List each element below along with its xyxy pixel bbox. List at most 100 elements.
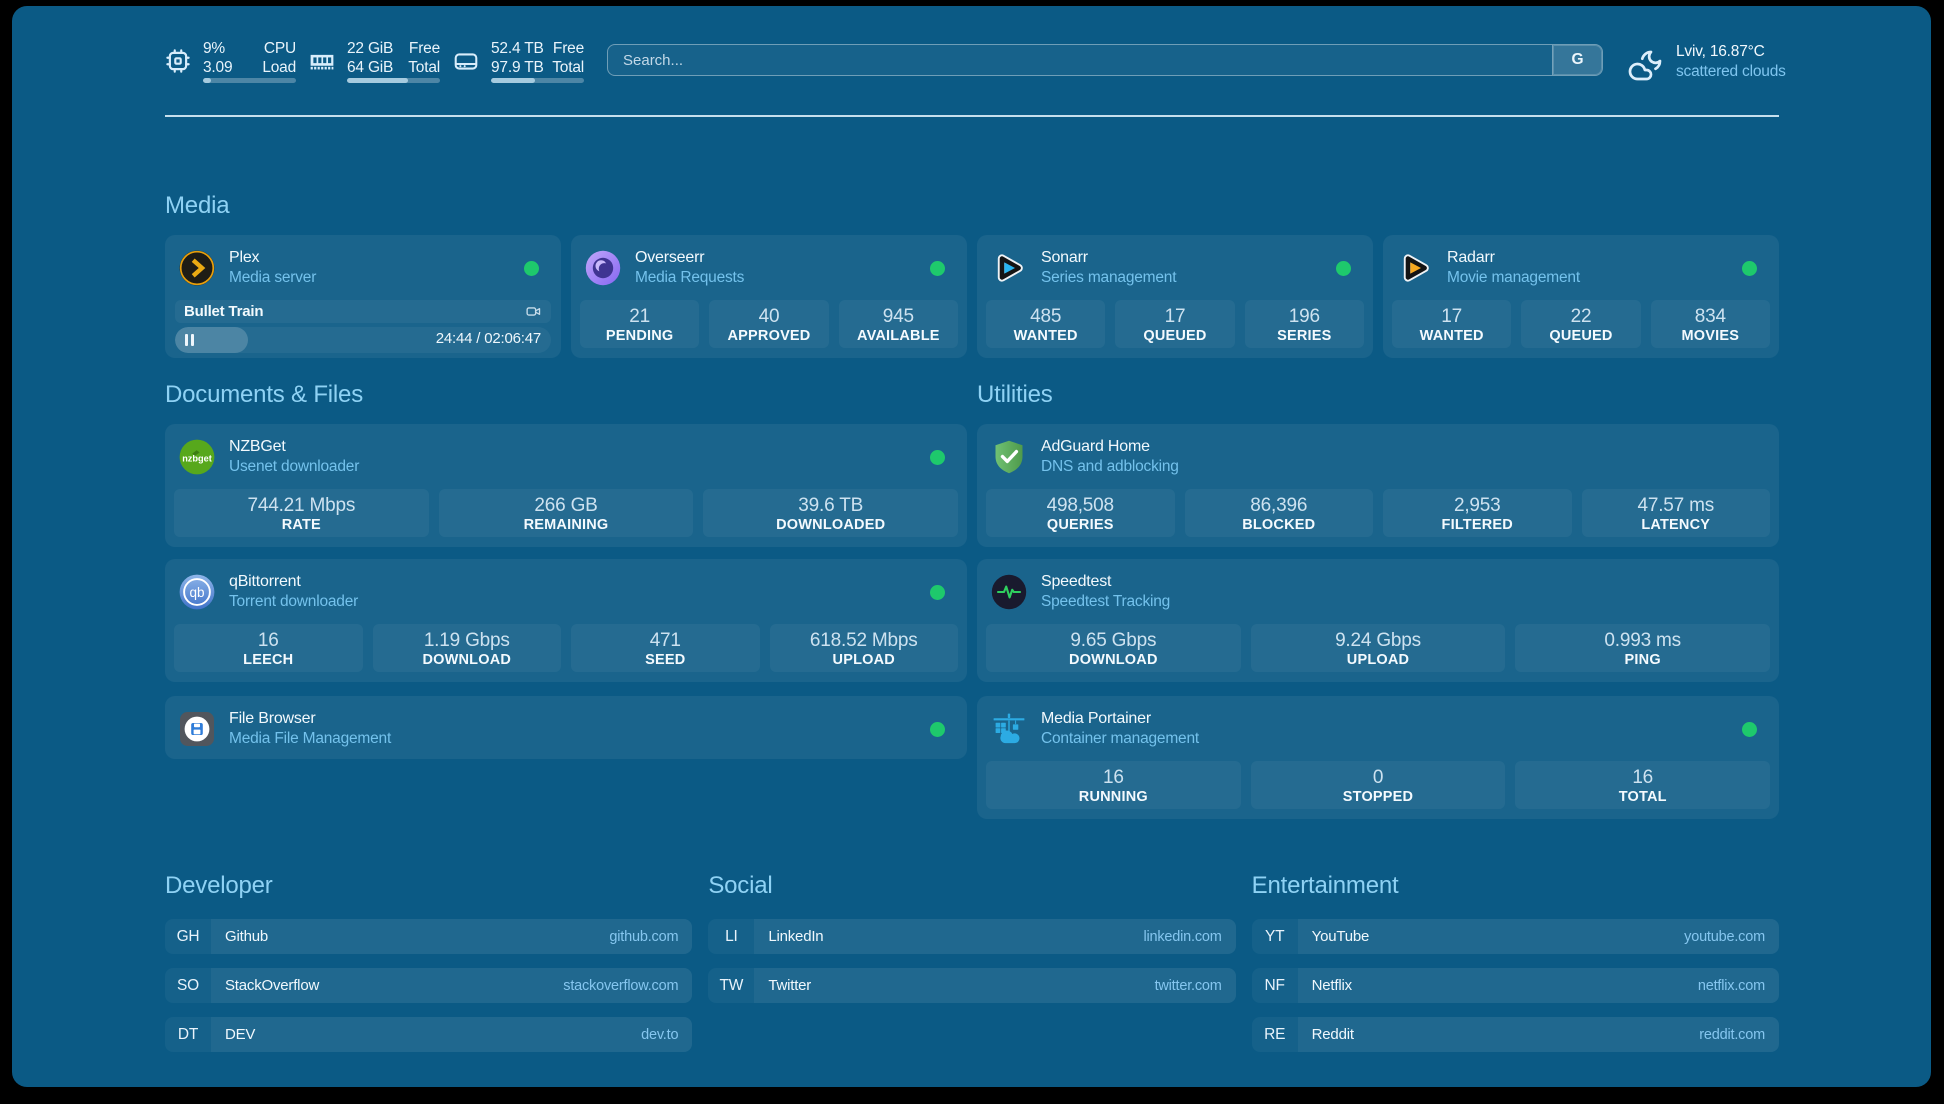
bookmark-name: StackOverflow	[225, 977, 320, 994]
service-description: Media File Management	[229, 729, 392, 747]
bookmark-stackoverflow[interactable]: SO StackOverflow stackoverflow.com	[165, 968, 693, 1003]
stat-value: 266 GB	[534, 495, 598, 516]
cpu-widget: 9% CPU 3.09 Load	[165, 39, 296, 83]
bookmark-group-social: Social LI LinkedIn linkedin.com TW Twitt…	[708, 871, 1236, 1066]
stat-value: 945	[882, 306, 914, 327]
stat-label: AVAILABLE	[857, 328, 940, 344]
stat-value: 834	[1694, 306, 1726, 327]
service-description: Torrent downloader	[229, 592, 359, 610]
radarr-logo-icon	[1397, 250, 1433, 286]
stat-value: 2,953	[1453, 495, 1501, 516]
stat-label: BLOCKED	[1242, 517, 1316, 533]
service-card-sonarr[interactable]: Sonarr Series management 485 WANTED 17 Q…	[977, 235, 1373, 358]
status-dot	[1742, 261, 1757, 276]
stat-block: 618.52 Mbps UPLOAD	[769, 624, 958, 672]
service-description: Container management	[1041, 729, 1199, 747]
stat-block: 0 STOPPED	[1250, 761, 1506, 809]
bookmark-url: twitter.com	[1154, 977, 1222, 994]
stat-block: 40 APPROVED	[709, 300, 829, 348]
stat-block: 834 MOVIES	[1650, 300, 1770, 348]
stat-block: 196 SERIES	[1244, 300, 1364, 348]
weather-widget[interactable]: Lviv, 16.87°C scattered clouds	[1627, 42, 1786, 87]
now-playing-row: Bullet Train	[175, 300, 551, 323]
service-card-speedtest[interactable]: Speedtest Speedtest Tracking 9.65 Gbps D…	[977, 559, 1779, 682]
service-header: AdGuard Home DNS and adblocking	[977, 424, 1779, 489]
service-header: Media Portainer Container management	[977, 696, 1779, 761]
service-card-qbittorrent[interactable]: qb qBittorrent Torrent downloader 16 LEE…	[165, 559, 967, 682]
service-header: Speedtest Speedtest Tracking	[977, 559, 1779, 624]
stat-value: 1.19 Gbps	[423, 630, 510, 651]
stat-value: 47.57 ms	[1637, 495, 1715, 516]
bookmark-netflix[interactable]: NF Netflix netflix.com	[1251, 968, 1779, 1003]
bookmark-url: linkedin.com	[1143, 928, 1222, 945]
video-icon	[525, 303, 542, 320]
bookmark-abbr: LI	[708, 919, 755, 954]
service-name: Sonarr	[1041, 248, 1088, 266]
bookmark-linkedin[interactable]: LI LinkedIn linkedin.com	[708, 919, 1236, 954]
service-name: qBittorrent	[229, 572, 301, 590]
stat-block: 9.24 Gbps UPLOAD	[1250, 624, 1506, 672]
stat-value: 16	[1102, 767, 1124, 788]
service-description: Media server	[229, 268, 317, 286]
service-name: Media Portainer	[1041, 709, 1151, 727]
stat-block: 16 RUNNING	[986, 761, 1241, 809]
service-header: qb qBittorrent Torrent downloader	[165, 559, 967, 624]
bookmarks: Developer GH Github github.com SO StackO…	[165, 871, 1779, 1087]
search-input[interactable]	[608, 45, 1602, 75]
stat-label: SEED	[645, 652, 686, 668]
bookmark-twitter[interactable]: TW Twitter twitter.com	[708, 968, 1236, 1003]
bookmark-github[interactable]: GH Github github.com	[165, 919, 693, 954]
stat-block: 2,953 FILTERED	[1383, 489, 1572, 537]
stat-block: 1.19 Gbps DOWNLOAD	[372, 624, 561, 672]
service-card-nzbget[interactable]: nzbget NZBGet Usenet downloader 744.21 M…	[165, 424, 967, 547]
stat-label: QUEUED	[1549, 328, 1613, 344]
service-card-plex[interactable]: Plex Media server Bullet Train	[165, 235, 561, 358]
service-description: Movie management	[1447, 268, 1580, 286]
svg-text:qb: qb	[189, 584, 204, 599]
sonarr-logo-icon	[991, 250, 1027, 286]
memory-label-bottom: Total	[408, 59, 440, 76]
section-title-documents: Documents & Files	[165, 381, 363, 408]
adguard-logo-icon	[991, 439, 1027, 475]
stat-block: 16 LEECH	[174, 624, 363, 672]
stat-block: 21 PENDING	[580, 300, 700, 348]
status-dot	[524, 261, 539, 276]
service-description: Speedtest Tracking	[1041, 592, 1171, 610]
bookmark-dev[interactable]: DT DEV dev.to	[165, 1017, 693, 1052]
cpu-label-top: CPU	[263, 40, 296, 57]
stat-block: 266 GB REMAINING	[438, 489, 694, 537]
service-card-portainer[interactable]: Media Portainer Container management 16 …	[977, 696, 1779, 819]
bookmark-reddit[interactable]: RE Reddit reddit.com	[1251, 1017, 1779, 1052]
bookmark-group-developer: Developer GH Github github.com SO StackO…	[165, 871, 693, 1066]
service-card-overseerr[interactable]: Overseerr Media Requests 21 PENDING 40 A…	[571, 235, 967, 358]
memory-free: 22 GiB	[347, 40, 394, 57]
search-provider-button[interactable]: G	[1552, 45, 1602, 75]
stat-block: 471 SEED	[571, 624, 760, 672]
stat-value: 16	[1632, 767, 1654, 788]
bookmark-group-entertainment: Entertainment YT YouTube youtube.com NF …	[1251, 871, 1779, 1066]
cpu-icon	[165, 39, 191, 83]
bookmark-body: Twitter twitter.com	[754, 968, 1236, 1003]
stat-label: WANTED	[1419, 328, 1484, 344]
playback-progress-bar[interactable]: 24:44 / 02:06:47	[175, 327, 551, 353]
service-card-radarr[interactable]: Radarr Movie management 17 WANTED 22 QUE…	[1383, 235, 1779, 358]
service-card-adguard[interactable]: AdGuard Home DNS and adblocking 498,508 …	[977, 424, 1779, 547]
stat-label: STOPPED	[1342, 789, 1414, 805]
memory-progress-fill	[347, 78, 409, 83]
dashboard-panel: 9% CPU 3.09 Load	[12, 6, 1931, 1087]
pause-icon[interactable]	[185, 334, 194, 346]
bookmark-body: StackOverflow stackoverflow.com	[211, 968, 693, 1003]
bookmark-youtube[interactable]: YT YouTube youtube.com	[1251, 919, 1779, 954]
stat-block: 17 WANTED	[1392, 300, 1512, 348]
cpu-progress-fill	[203, 78, 212, 83]
top-bar: 9% CPU 3.09 Load	[165, 39, 1786, 88]
stat-label: PING	[1624, 652, 1661, 668]
stat-block: 86,396 BLOCKED	[1184, 489, 1373, 537]
stat-value: 485	[1030, 306, 1062, 327]
service-name: Plex	[229, 248, 260, 266]
service-card-filebrowser[interactable]: File Browser Media File Management	[165, 696, 967, 759]
resource-text-column: 52.4 TB Free 97.9 TB Total	[491, 39, 584, 83]
service-description: Series management	[1041, 268, 1177, 286]
service-header: Radarr Movie management	[1383, 235, 1779, 300]
section-title-social: Social	[708, 872, 773, 899]
